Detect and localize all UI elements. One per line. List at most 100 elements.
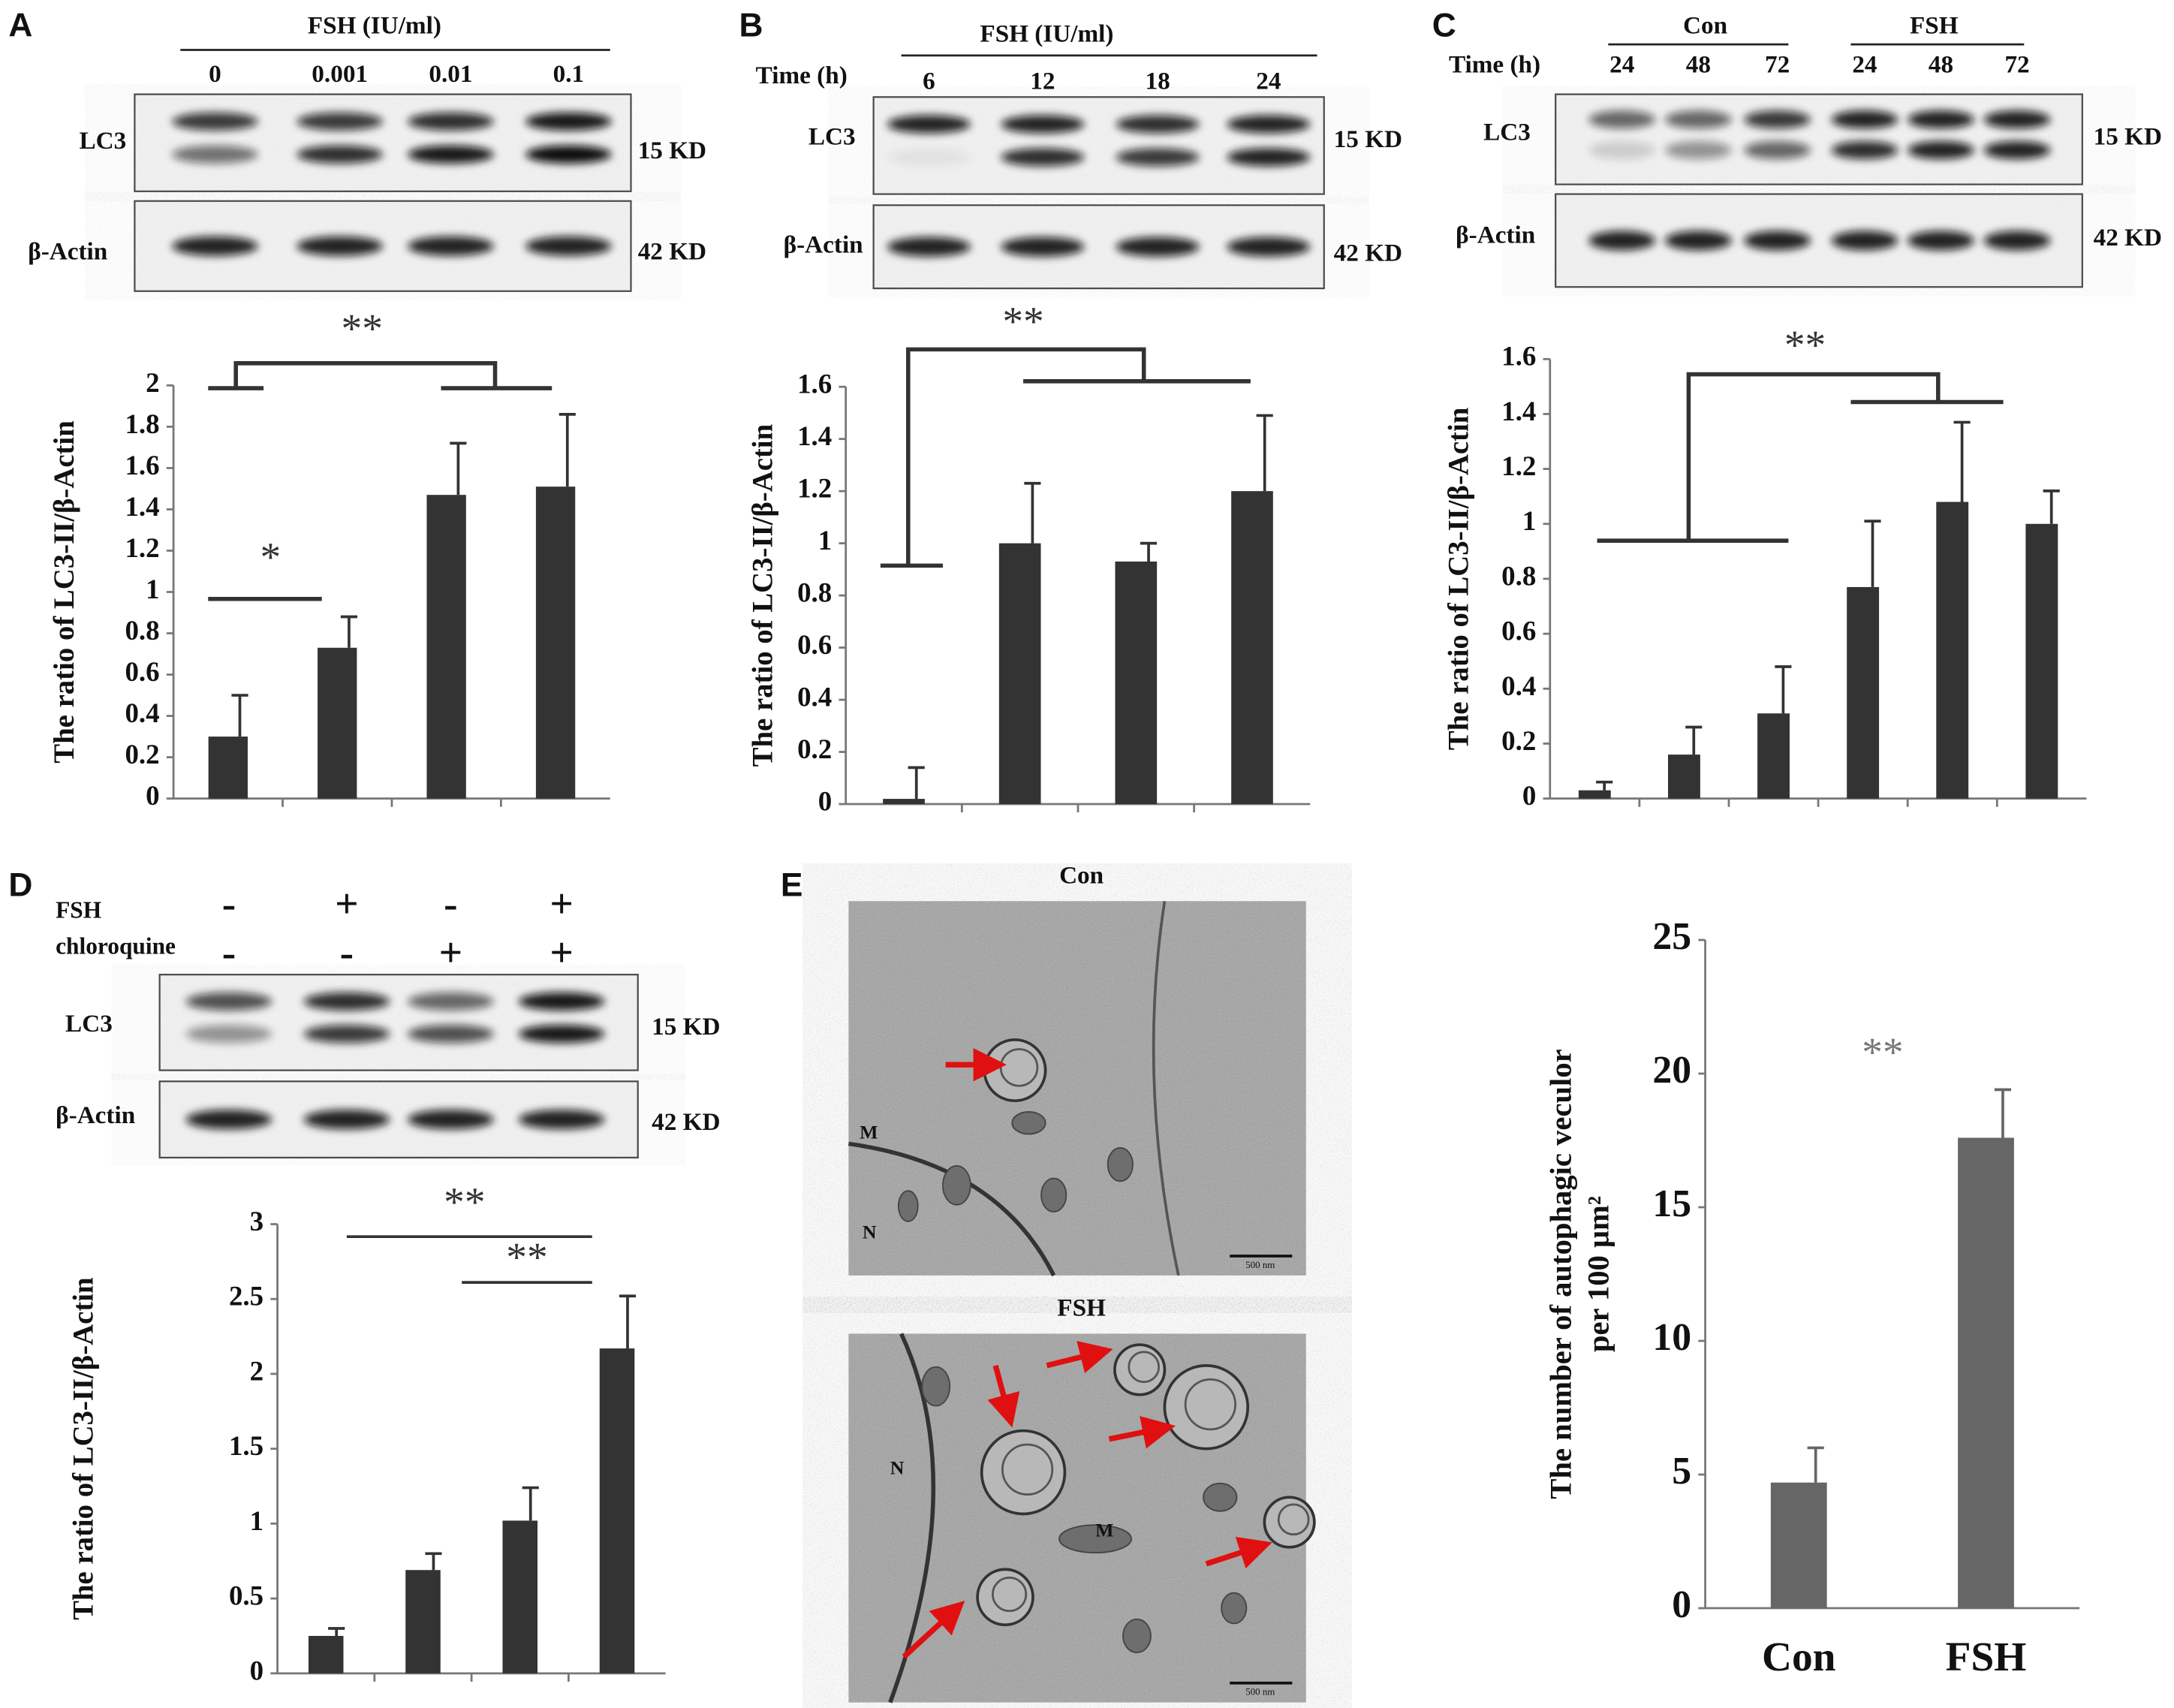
blot-band bbox=[185, 992, 273, 1011]
y-tick-label: 1.6 bbox=[797, 369, 832, 399]
error-bar bbox=[1256, 414, 1273, 492]
time-label: Time (h) bbox=[1449, 50, 1540, 78]
error-bar bbox=[1596, 780, 1613, 791]
error-bar bbox=[1140, 541, 1158, 562]
y-tick-label: 1.2 bbox=[1501, 450, 1536, 481]
error-bar bbox=[328, 1627, 345, 1636]
panel-letter: A bbox=[8, 8, 32, 44]
y-tick-label: 0 bbox=[146, 780, 159, 811]
mitochondrion bbox=[1011, 1111, 1046, 1135]
bar bbox=[318, 647, 357, 799]
y-tick-label: 1 bbox=[250, 1505, 263, 1536]
blot-texture bbox=[1555, 94, 2082, 185]
bar bbox=[1115, 561, 1158, 805]
blot-band bbox=[1744, 230, 1811, 251]
bracket bbox=[906, 347, 1146, 566]
significance: ** bbox=[444, 1179, 485, 1225]
error-bar bbox=[450, 441, 467, 496]
lane-label: 0.1 bbox=[553, 60, 585, 88]
blot-band bbox=[518, 1025, 605, 1044]
bar bbox=[535, 486, 576, 799]
size-label: 42 KD bbox=[1334, 239, 1402, 267]
blot-band bbox=[297, 236, 383, 256]
lane-label: 72 bbox=[2004, 50, 2029, 78]
lane-label: 24 bbox=[1256, 67, 1281, 95]
mitochondrion bbox=[1203, 1482, 1238, 1512]
error-bar bbox=[1864, 520, 1881, 587]
significance: ** bbox=[342, 306, 383, 351]
blot-band bbox=[1983, 230, 2051, 251]
bar bbox=[883, 799, 925, 805]
treatment-sign: + bbox=[439, 929, 463, 975]
nucleus-edge bbox=[888, 1333, 936, 1703]
bar bbox=[208, 737, 248, 799]
error-bar bbox=[908, 766, 925, 800]
bracket bbox=[233, 361, 498, 389]
micrograph-label: M bbox=[1095, 1519, 1113, 1541]
bar bbox=[426, 495, 466, 799]
vesicle-inner bbox=[1001, 1443, 1054, 1496]
row-label: β-Actin bbox=[1456, 221, 1535, 249]
significance: ** bbox=[1862, 1029, 1903, 1075]
blot-band bbox=[887, 148, 971, 167]
blot-band bbox=[303, 1110, 390, 1130]
size-label: 42 KD bbox=[652, 1108, 720, 1136]
blot-band bbox=[1983, 140, 2051, 159]
error-bar bbox=[559, 413, 576, 487]
y-axis-label: The ratio of LC3-II/β-Actin bbox=[1442, 408, 1474, 750]
panel-letter: C bbox=[1432, 8, 1456, 44]
blot-band bbox=[518, 992, 605, 1011]
y-tick-label: 1.8 bbox=[125, 408, 159, 439]
blot-band bbox=[1744, 110, 1811, 129]
y-tick-label: 1.4 bbox=[125, 491, 159, 522]
blot-band bbox=[1588, 110, 1656, 129]
arrow bbox=[1046, 1341, 1113, 1374]
size-label: 15 KD bbox=[638, 137, 706, 164]
blot-band bbox=[408, 1110, 494, 1130]
blot-band bbox=[172, 112, 258, 131]
treatment-label: FSH bbox=[56, 896, 101, 923]
y-tick-label: 0.6 bbox=[125, 656, 159, 687]
blot-band bbox=[525, 236, 612, 256]
row-label: LC3 bbox=[80, 127, 127, 155]
arrow bbox=[987, 1364, 1020, 1428]
blot-band bbox=[1665, 230, 1732, 251]
micrograph-label: N bbox=[863, 1221, 877, 1243]
significance: ** bbox=[1002, 299, 1043, 345]
mitochondrion bbox=[897, 1190, 919, 1222]
blot-band bbox=[887, 115, 971, 134]
mitochondrion bbox=[1221, 1592, 1248, 1625]
blot-band bbox=[1001, 115, 1085, 134]
micrograph-label: N bbox=[890, 1456, 905, 1478]
blot-texture bbox=[134, 94, 631, 191]
blot-band bbox=[1908, 230, 1974, 251]
y-tick-label: 25 bbox=[1652, 915, 1691, 958]
arrow bbox=[1205, 1537, 1272, 1569]
blot-header: FSH (IU/ml) bbox=[980, 20, 1113, 48]
row-label: β-Actin bbox=[56, 1101, 135, 1129]
blot-band bbox=[1116, 115, 1200, 134]
panel-letter: B bbox=[739, 8, 763, 44]
blot-band bbox=[172, 236, 258, 256]
bar bbox=[405, 1570, 441, 1673]
mitochondrion bbox=[942, 1165, 971, 1206]
lane-label: 6 bbox=[923, 67, 935, 95]
autophagic-vesicle bbox=[1113, 1343, 1167, 1396]
y-tick-label: 0.2 bbox=[1501, 725, 1536, 756]
bar bbox=[1958, 1137, 2014, 1609]
y-tick-label: 1 bbox=[818, 525, 832, 556]
y-tick-label: 2 bbox=[250, 1355, 263, 1386]
blot-band bbox=[887, 236, 971, 257]
micrograph-title: Con bbox=[1059, 862, 1104, 890]
blot-band bbox=[518, 1110, 605, 1130]
y-tick-label: 1.2 bbox=[797, 473, 832, 504]
y-tick-label: 2.5 bbox=[229, 1281, 263, 1312]
blot-band bbox=[185, 1110, 273, 1130]
y-tick-label: 15 bbox=[1652, 1182, 1691, 1225]
blot-band bbox=[303, 992, 390, 1011]
y-tick-label: 0.6 bbox=[1501, 616, 1536, 646]
error-bar bbox=[425, 1552, 442, 1571]
treatment-sign: - bbox=[222, 929, 236, 975]
scale-label: 500 nm bbox=[1245, 1686, 1275, 1697]
